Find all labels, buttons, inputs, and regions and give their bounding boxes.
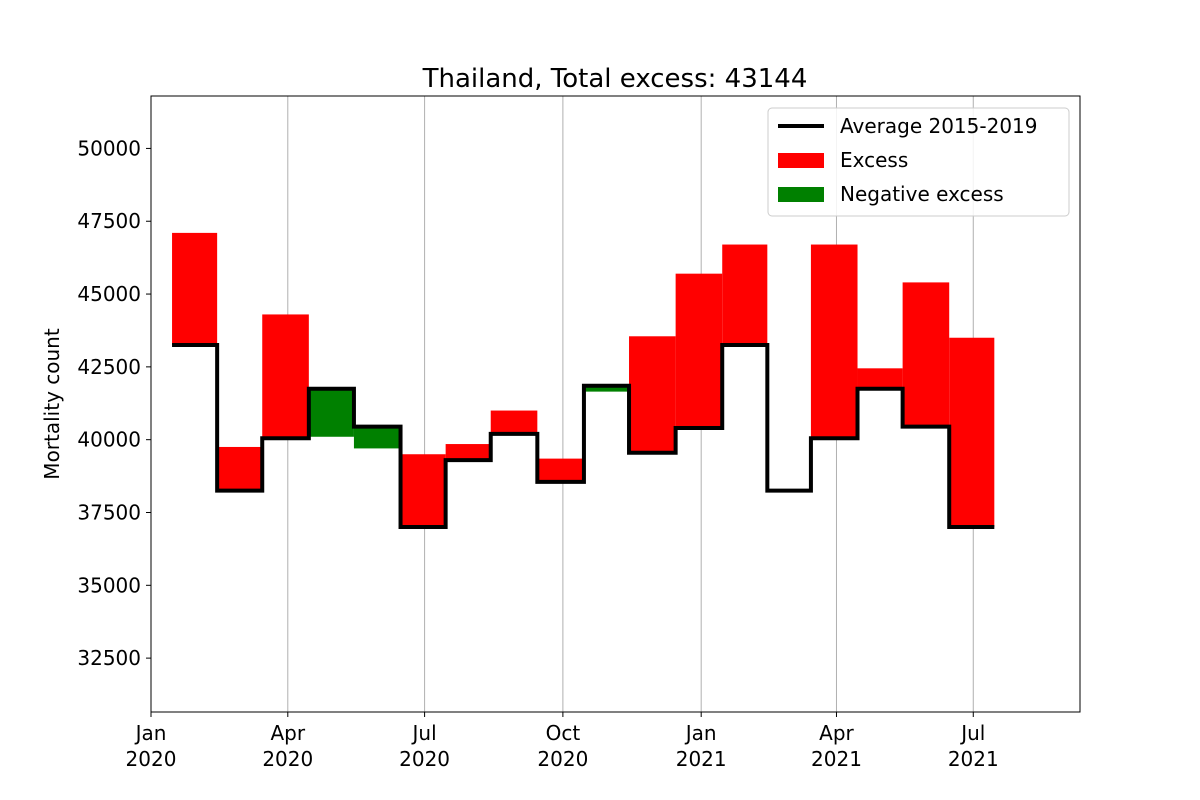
plot-frame <box>150 95 1081 713</box>
x-tick-month-4: Jan <box>684 721 717 745</box>
y-tick-label-1: 35000 <box>77 573 141 597</box>
chart-title: Thailand, Total excess: 43144 <box>422 64 808 94</box>
excess-bar-2 <box>262 314 309 439</box>
x-tick-month-1: Apr <box>270 721 305 745</box>
excess-bar-15 <box>857 368 903 389</box>
y-tick-label-5: 45000 <box>77 282 141 306</box>
excess-bar-17 <box>949 337 995 528</box>
average-step-line <box>172 343 995 530</box>
x-tick-year-6: 2021 <box>948 747 999 771</box>
excess-bar-16 <box>902 282 950 427</box>
y-tick-label-7: 50000 <box>77 136 141 160</box>
x-tick-year-5: 2021 <box>811 747 862 771</box>
excess-bar-7 <box>490 410 538 434</box>
excess-bar-0 <box>172 232 218 346</box>
x-tick-month-3: Oct <box>546 721 581 745</box>
x-tick-year-2: 2020 <box>399 747 450 771</box>
legend-swatch-2 <box>778 187 824 202</box>
legend: Average 2015-2019 Excess Negative excess <box>767 107 1070 217</box>
excess-bar-5 <box>400 454 446 528</box>
excess-bar-11 <box>675 273 723 429</box>
negative-excess-bar-9 <box>583 385 630 392</box>
x-tick-month-5: Apr <box>819 721 854 745</box>
x-tick-year-1: 2020 <box>262 747 313 771</box>
excess-bar-8 <box>537 458 584 482</box>
y-axis-ticks: 32500 35000 37500 40000 42500 45000 47500 50000 <box>77 136 151 670</box>
x-tick-month-6: Jul <box>959 721 985 745</box>
excess-bar-6 <box>445 444 491 461</box>
legend-box <box>767 107 1070 217</box>
x-tick-year-0: 2020 <box>126 747 177 771</box>
average-line <box>172 343 995 530</box>
legend-label-0: Average 2015-2019 <box>840 114 1038 138</box>
negative-excess-bar-3 <box>308 388 354 437</box>
y-tick-label-6: 47500 <box>77 209 141 233</box>
excess-bars <box>172 232 995 528</box>
x-tick-year-3: 2020 <box>537 747 588 771</box>
legend-swatch-1 <box>778 153 824 168</box>
excess-bar-1 <box>217 446 263 491</box>
x-axis-ticks: Jan2020Apr2020Jul2020Oct2020Jan2021Apr20… <box>126 712 999 771</box>
excess-bar-14 <box>810 244 858 439</box>
y-tick-label-4: 42500 <box>77 355 141 379</box>
negative-excess-bar-4 <box>353 426 401 449</box>
legend-label-1: Excess <box>840 148 908 172</box>
x-tick-month-2: Jul <box>411 721 437 745</box>
y-tick-label-2: 37500 <box>77 500 141 524</box>
x-tick-month-0: Jan <box>134 721 167 745</box>
excess-bar-12 <box>722 244 768 346</box>
x-tick-year-4: 2021 <box>676 747 727 771</box>
y-tick-label-0: 32500 <box>77 646 141 670</box>
legend-label-2: Negative excess <box>840 182 1004 206</box>
y-tick-label-3: 40000 <box>77 428 141 452</box>
y-axis-label: Mortality count <box>40 328 64 480</box>
excess-bar-10 <box>629 336 676 453</box>
